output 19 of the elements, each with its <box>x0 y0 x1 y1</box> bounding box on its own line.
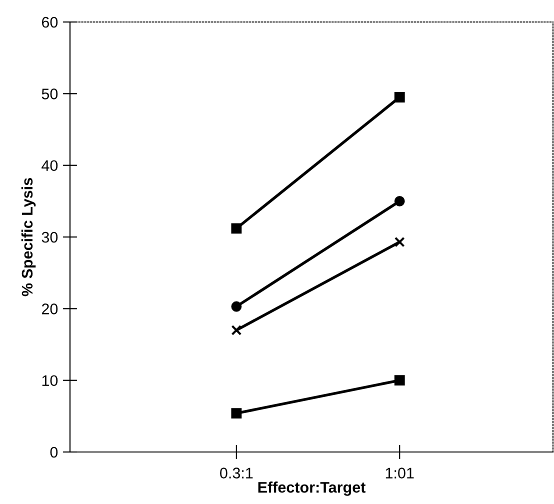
y-tick-label: 50 <box>42 88 58 100</box>
point <box>394 236 405 248</box>
point <box>394 375 405 386</box>
y-tick-label: 0 <box>50 446 58 458</box>
y-tick-label: 10 <box>42 375 58 386</box>
y-axis-title: % Specific Lysis <box>21 178 36 296</box>
y-tick-label: 30 <box>42 232 58 243</box>
x-axis-title: Effector:Target <box>258 482 366 496</box>
y-tick-label: 20 <box>42 304 58 314</box>
x-tick-label: 1:01 <box>386 468 414 478</box>
point <box>231 408 242 419</box>
point <box>231 301 242 312</box>
point <box>394 92 405 102</box>
y-tick-label: 60 <box>42 16 58 28</box>
x-tick-label: 0.3:1 <box>220 468 253 478</box>
y-tick-label: 40 <box>42 160 58 172</box>
point <box>394 196 405 206</box>
point <box>231 223 242 234</box>
point <box>231 324 242 336</box>
